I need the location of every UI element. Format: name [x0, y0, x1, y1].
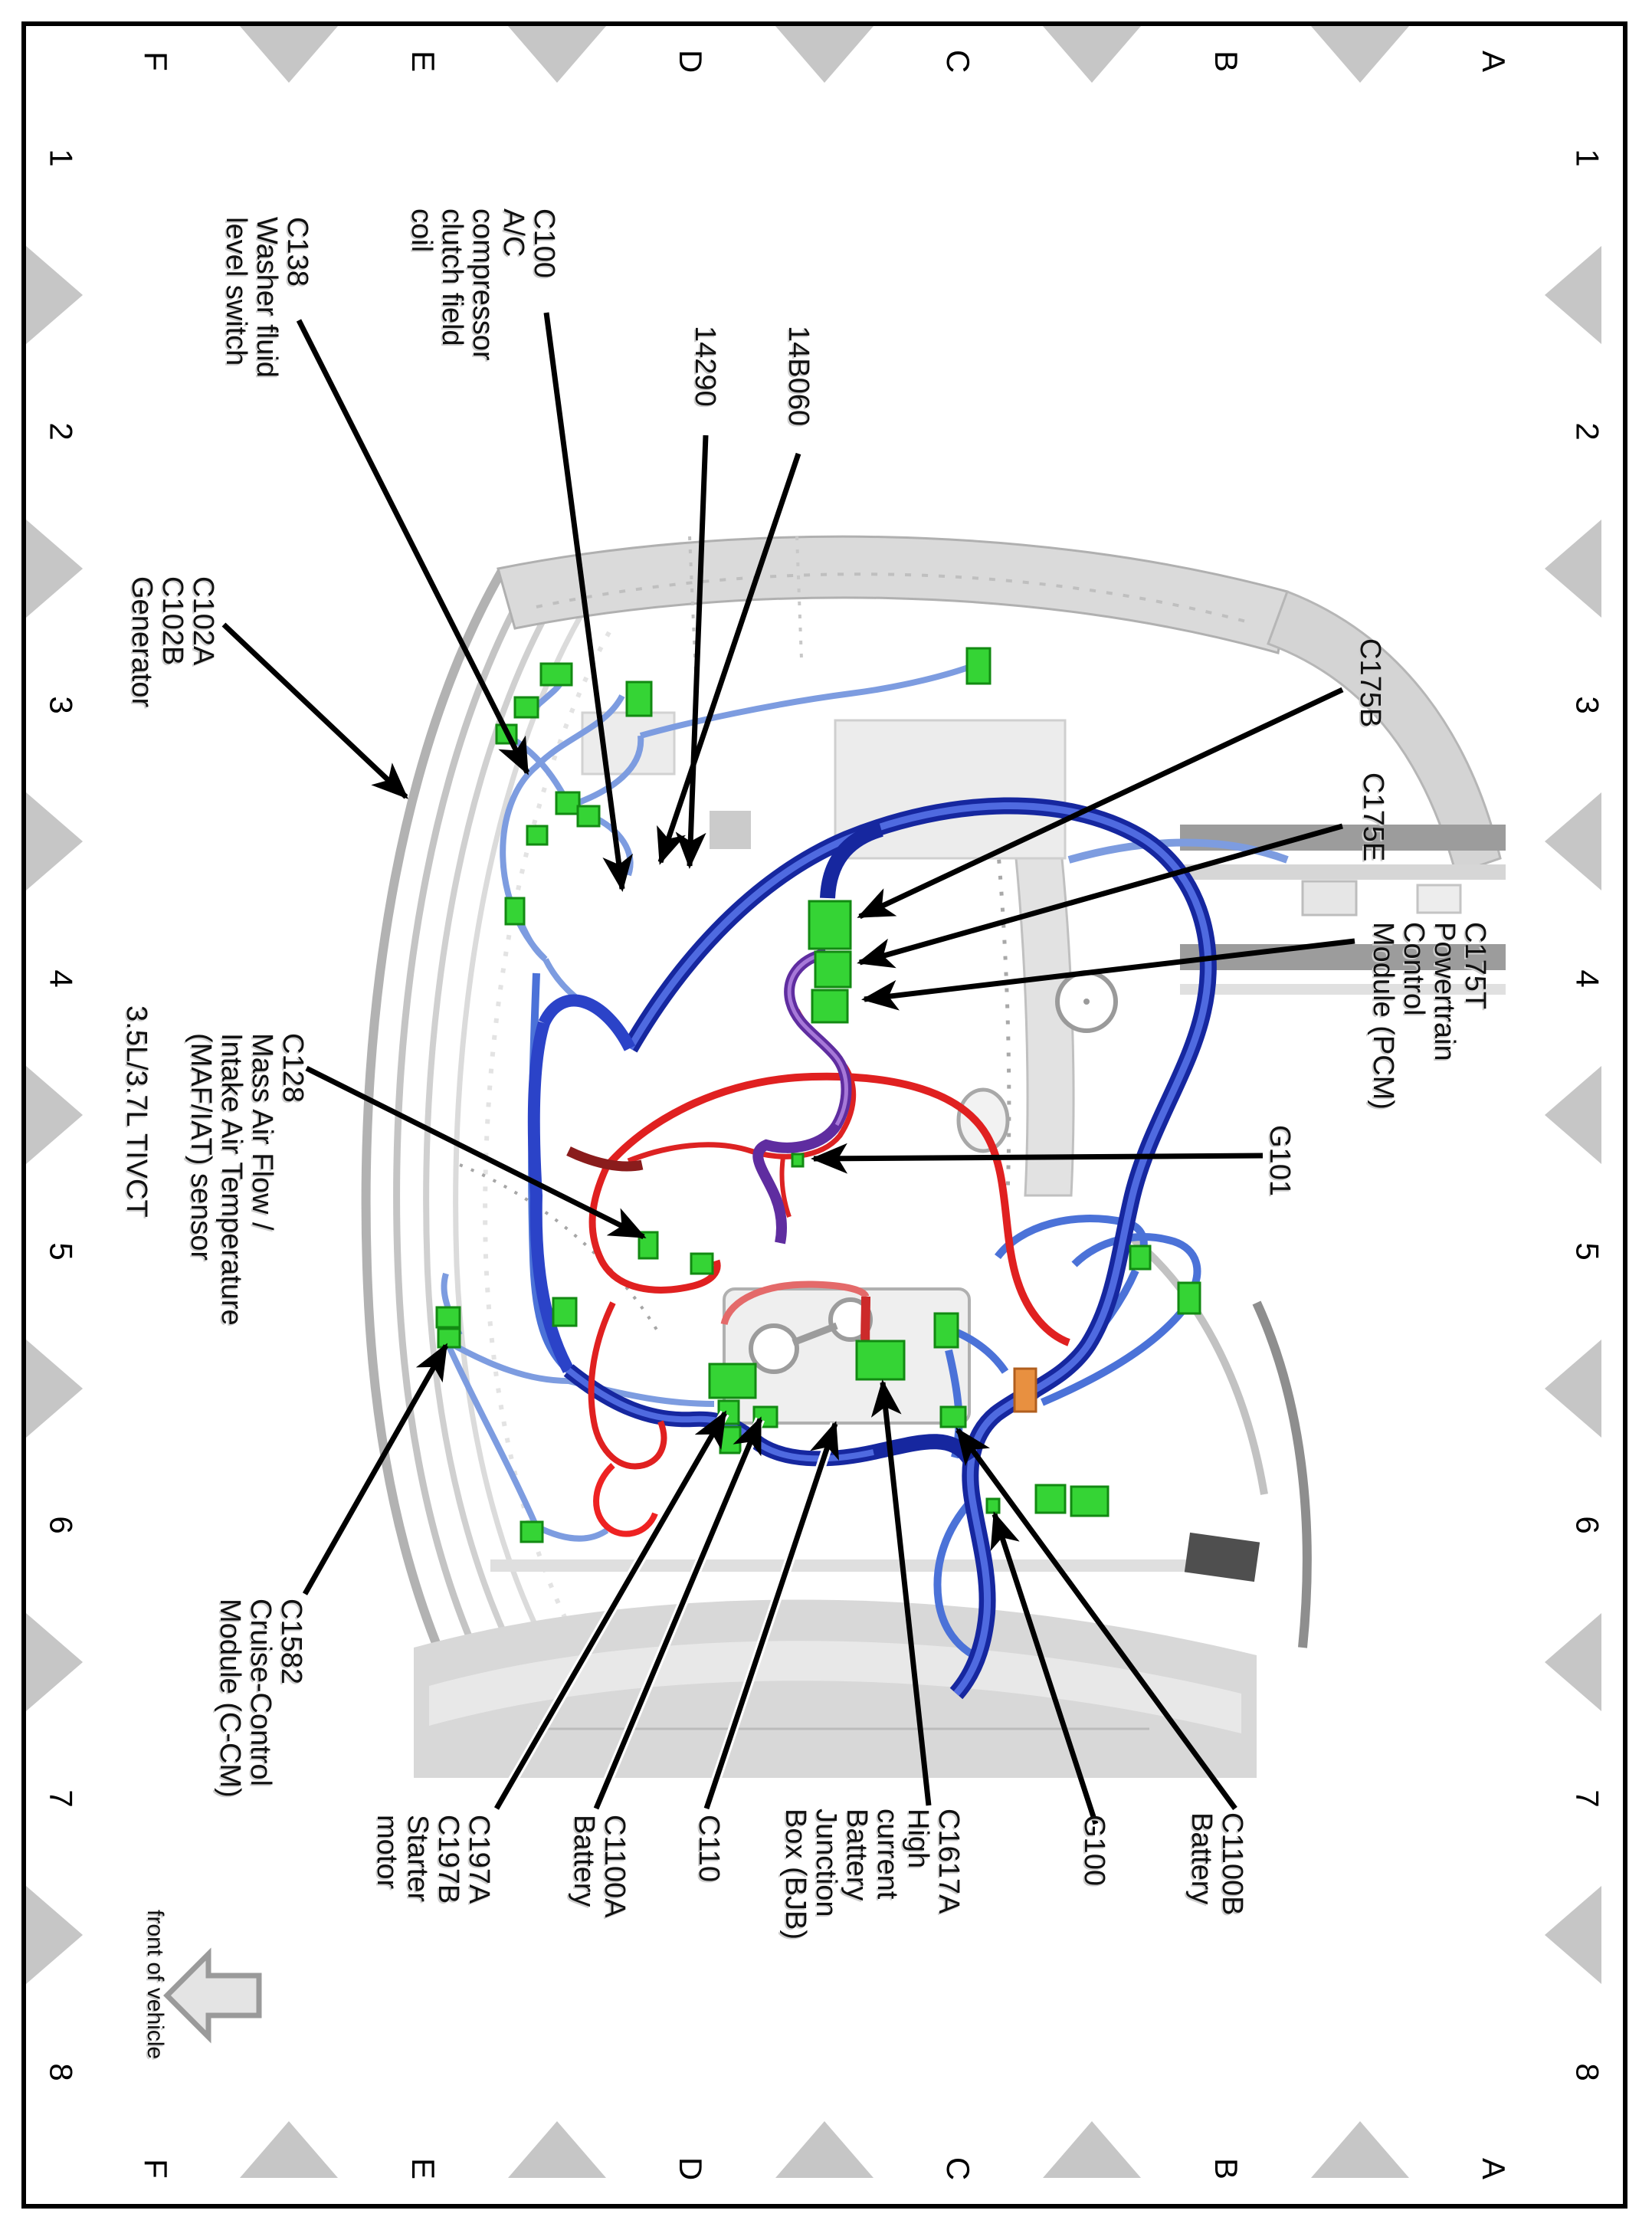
callout-14b060: 14B060 — [782, 326, 815, 427]
grid-triangle — [1310, 26, 1409, 83]
callout-c102: C102A C102B Generator — [126, 576, 219, 708]
grid-triangle — [240, 26, 339, 83]
engine-variant-caption: 3.5L/3.7L TIVCT — [120, 1005, 152, 1218]
leader-c1582 — [302, 1343, 449, 1595]
grid-triangle — [26, 1339, 83, 1438]
grid-triangle — [26, 792, 83, 891]
harness-red — [566, 1008, 1070, 1537]
grid-triangle — [26, 1886, 83, 1985]
leader-c1100b — [955, 1427, 1237, 1811]
grid-triangle — [26, 519, 83, 618]
callout-c128: C128 Mass Air Flow / Intake Air Temperatur… — [185, 1033, 309, 1326]
grid-triangle — [1043, 2121, 1142, 2178]
callout-c100: C100 A/C compressor clutch field coil — [405, 208, 560, 361]
grid-triangle — [240, 2121, 339, 2178]
callout-c110: C110 — [693, 1815, 725, 1883]
leader-c197 — [493, 1410, 728, 1810]
grid-triangle — [1310, 2121, 1409, 2178]
connector-orange — [1013, 1367, 1037, 1413]
grid-triangle — [26, 1066, 83, 1164]
leader-g100 — [990, 1511, 1099, 1825]
front-of-vehicle-arrow — [163, 1947, 262, 2044]
grid-triangle — [1545, 1066, 1601, 1164]
grid-triangle — [1545, 245, 1601, 344]
front-of-vehicle-label: front of vehicle — [143, 1910, 168, 2060]
leader-lines — [221, 312, 1355, 1825]
grid-triangle — [1545, 1886, 1601, 1985]
callout-c1582: C1582 Cruise-Control Module (C-CM) — [214, 1599, 307, 1798]
callout-c197: C197A C197B Starter motor — [371, 1815, 495, 1904]
callout-c138: C138 Washer fluid level switch — [220, 217, 313, 378]
grid-triangle — [507, 2121, 606, 2178]
leader-c110 — [703, 1421, 840, 1810]
leader-14b060 — [657, 452, 801, 865]
vehicle-structure — [361, 535, 1506, 1778]
callout-g100: G100 — [1078, 1815, 1110, 1886]
leader-c175t — [861, 938, 1355, 1011]
callout-g101: G101 — [1264, 1125, 1296, 1196]
callout-c175t: C175T Powertrain Control Module (PCM) — [1367, 922, 1491, 1110]
leader-c1617a — [870, 1379, 932, 1806]
grid-triangle — [26, 245, 83, 344]
grid-triangle — [1043, 26, 1142, 83]
callout-c1100b: C1100B Battery — [1185, 1812, 1248, 1916]
callout-14290: 14290 — [689, 326, 721, 407]
callout-c1100a: C1100A Battery — [568, 1815, 631, 1918]
grid-triangle — [775, 26, 874, 83]
grid-triangle — [775, 2121, 874, 2178]
grid-triangle — [1545, 519, 1601, 618]
harness-purple — [752, 948, 852, 1245]
grid-triangle — [507, 26, 606, 83]
leader-c128 — [305, 1065, 647, 1240]
leader-14290 — [675, 435, 709, 869]
leader-c175e — [857, 823, 1343, 969]
leader-g101 — [811, 1143, 1264, 1174]
leader-c175b — [857, 687, 1344, 920]
page-border — [21, 21, 1627, 2209]
leader-c1100a — [593, 1416, 763, 1810]
leader-c100 — [543, 312, 634, 892]
callout-c1617a: C1617A High current Battery Junction Box (BJB… — [779, 1809, 965, 1940]
leader-c138 — [296, 319, 530, 776]
grid-triangle — [1545, 1339, 1601, 1438]
grid-triangle — [1545, 792, 1601, 891]
leader-c102 — [221, 622, 408, 799]
grid-triangle — [26, 1612, 83, 1711]
callout-c175e: C175E — [1357, 772, 1389, 862]
grid-triangle — [1545, 1612, 1601, 1711]
callout-c175b: C175B — [1354, 638, 1386, 728]
